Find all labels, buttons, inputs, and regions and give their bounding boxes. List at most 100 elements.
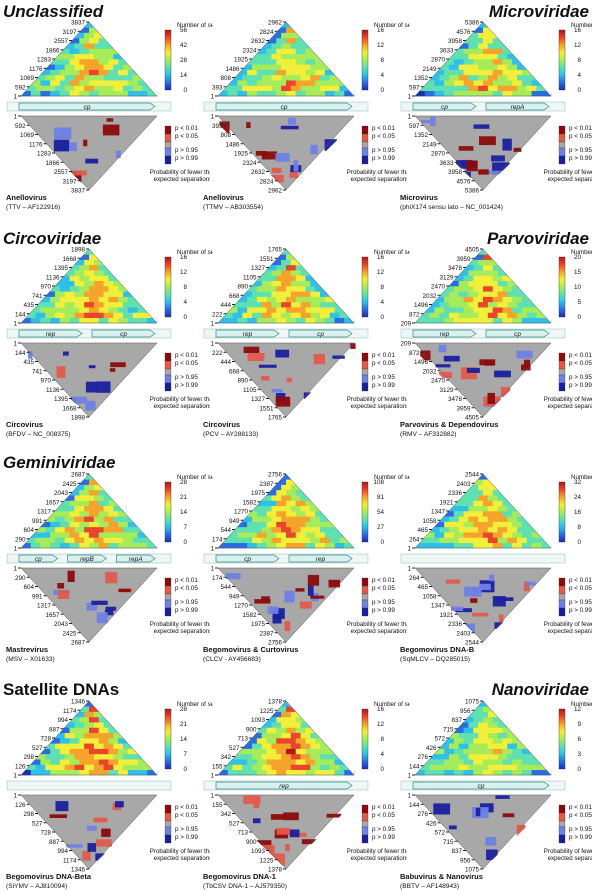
heat-cell xyxy=(55,753,66,760)
heat-cell xyxy=(261,85,272,92)
significance-patch xyxy=(486,849,498,861)
heat-cell xyxy=(478,505,489,512)
heat-cell xyxy=(463,769,474,776)
significance-patch xyxy=(445,579,461,584)
position-tick-label: 808 xyxy=(220,132,231,139)
heat-cell xyxy=(344,90,355,97)
heat-cell xyxy=(536,764,547,771)
upper-heatmap xyxy=(415,474,552,549)
colorbar-tick-label: 12 xyxy=(574,42,582,49)
heat-cell xyxy=(55,74,66,81)
heat-cell xyxy=(286,317,297,324)
position-tick-label: 572 xyxy=(434,736,445,743)
heat-cell xyxy=(242,312,253,319)
heat-cell xyxy=(108,500,119,507)
mask-right xyxy=(483,699,557,775)
position-tick-label: 465 xyxy=(417,527,428,534)
legend-swatch xyxy=(361,133,369,143)
heat-cell xyxy=(453,80,464,86)
position-tick-label: 1174 xyxy=(63,708,77,715)
heat-cell xyxy=(271,280,282,287)
heat-cell xyxy=(98,716,109,723)
significance-patch xyxy=(85,400,96,411)
heat-cell xyxy=(507,301,518,308)
gene-label: cp xyxy=(244,556,251,563)
colorbar-tick-label: 56 xyxy=(180,27,188,34)
heat-cell xyxy=(113,516,124,522)
panel-genus: Begomovirus DNA-1 xyxy=(203,872,276,881)
heat-cell xyxy=(463,489,474,496)
heat-cell xyxy=(113,64,124,70)
heat-cell xyxy=(512,69,523,76)
heat-cell xyxy=(118,542,129,549)
gene-arrow xyxy=(115,554,156,563)
heat-cell xyxy=(329,85,340,92)
heat-cell xyxy=(25,537,36,544)
heat-cell xyxy=(502,80,513,86)
heat-cell xyxy=(21,90,32,97)
heat-cell xyxy=(310,301,321,308)
colorbar xyxy=(164,708,172,770)
position-tick-label: 1 xyxy=(210,321,214,328)
heat-cell xyxy=(69,48,80,55)
heat-cell xyxy=(429,764,440,771)
significance-patch xyxy=(247,353,265,361)
colorbar-tick-label: 4 xyxy=(380,751,384,758)
heat-cell xyxy=(74,270,85,276)
heat-cell xyxy=(55,537,66,544)
heat-cell xyxy=(492,37,503,44)
heat-cell xyxy=(271,753,282,760)
significance-patch xyxy=(95,853,107,861)
heat-cell xyxy=(103,526,114,533)
heat-cell xyxy=(93,722,104,728)
heat-cell xyxy=(458,270,469,276)
heat-cell xyxy=(526,764,537,771)
heat-cell xyxy=(483,37,494,44)
heat-cell xyxy=(492,59,503,65)
heat-cell xyxy=(453,317,464,324)
heat-cell xyxy=(98,727,109,734)
position-tick-label: 1075 xyxy=(465,867,480,874)
heat-cell xyxy=(478,74,489,81)
heat-cell xyxy=(487,270,498,276)
heat-cell xyxy=(478,259,489,266)
heat-cell xyxy=(103,722,114,728)
heat-cell xyxy=(329,764,340,771)
heat-cell xyxy=(35,85,46,92)
colorbar-tick-label: 28 xyxy=(180,57,188,64)
heat-cell xyxy=(473,542,484,549)
heat-cell xyxy=(266,748,277,755)
heat-cell xyxy=(300,53,311,60)
heat-cell xyxy=(108,759,119,765)
panel-accession: (TbCSV DNA-1 – AJ579350) xyxy=(203,883,287,890)
heat-cell xyxy=(89,542,100,549)
heat-cell xyxy=(290,259,301,266)
heat-cell xyxy=(463,296,474,303)
lower-background xyxy=(415,116,551,190)
heat-cell xyxy=(59,307,70,313)
position-tick-label: 444 xyxy=(220,359,231,366)
position-tick-label: 715 xyxy=(443,839,454,846)
heat-cell xyxy=(266,275,277,282)
heat-cell xyxy=(478,711,489,718)
gene-label: cp xyxy=(120,331,127,338)
legend-swatch xyxy=(164,812,172,822)
heat-cell xyxy=(218,90,229,97)
significance-patch xyxy=(448,825,457,830)
heat-cell xyxy=(453,69,464,76)
heat-cell xyxy=(89,479,100,485)
heat-cell xyxy=(55,85,66,92)
heat-cell xyxy=(266,521,277,528)
significance-patch xyxy=(525,581,536,586)
legend-swatch xyxy=(164,352,172,362)
heat-cell xyxy=(108,511,119,517)
heat-cell xyxy=(521,317,532,324)
heat-cell xyxy=(74,291,85,297)
heat-cell xyxy=(271,291,282,297)
heat-cell xyxy=(281,291,292,297)
heat-cell xyxy=(256,317,267,324)
legend-swatch xyxy=(164,133,172,143)
